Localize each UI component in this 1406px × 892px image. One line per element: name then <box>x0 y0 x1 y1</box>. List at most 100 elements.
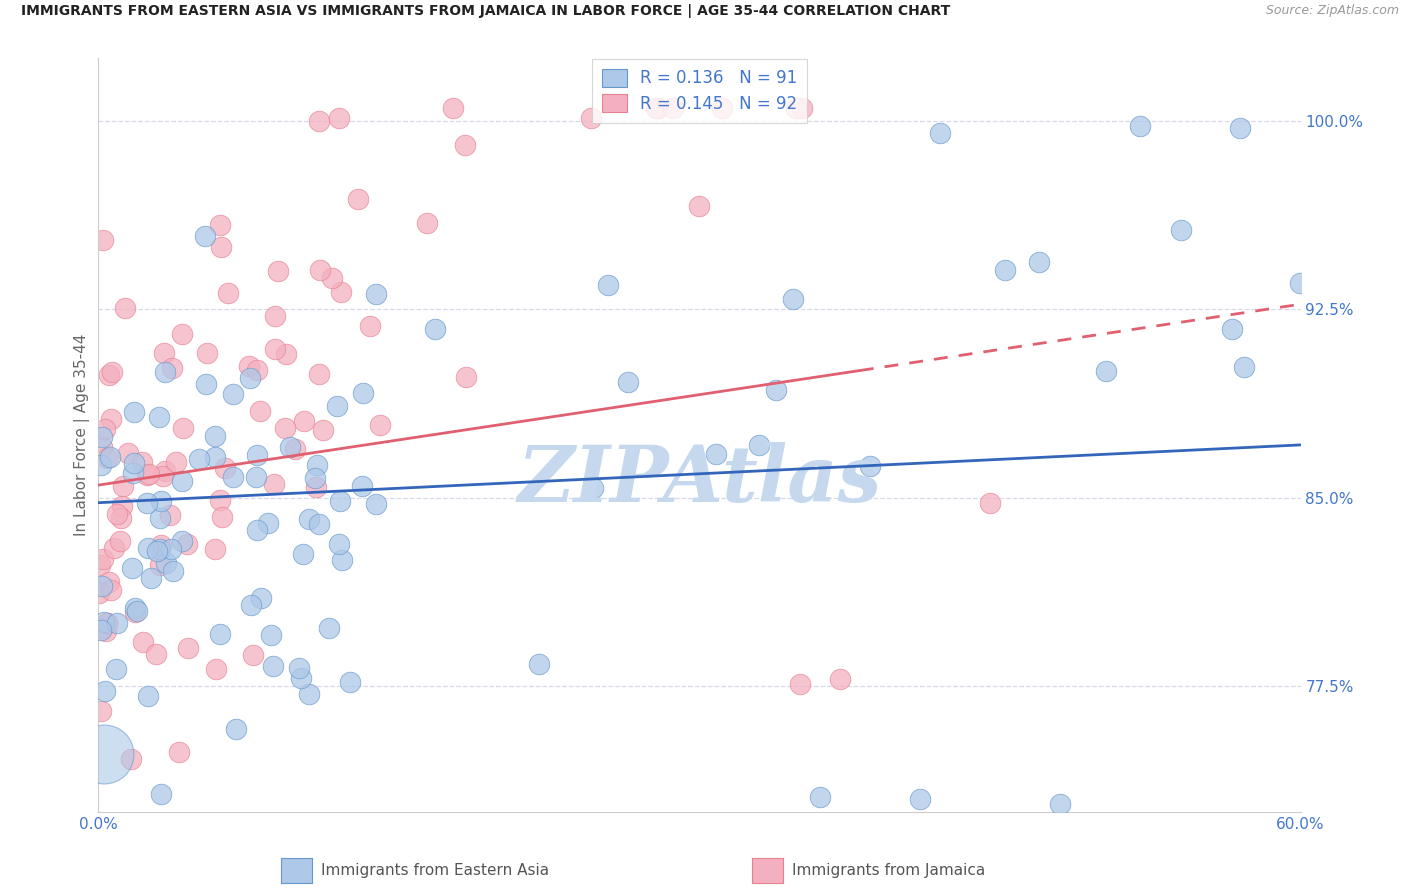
Point <box>153 464 176 478</box>
Point <box>91 552 114 566</box>
Point <box>139 571 162 585</box>
Point <box>250 591 273 605</box>
Point <box>704 447 727 461</box>
Point <box>347 192 370 206</box>
Point <box>91 440 114 454</box>
Point <box>87 586 110 600</box>
Point <box>748 438 770 452</box>
Point <box>260 628 283 642</box>
Point <box>195 376 218 391</box>
Point <box>456 370 478 384</box>
Point <box>266 263 288 277</box>
Point <box>366 497 388 511</box>
Point <box>291 547 314 561</box>
Point <box>152 346 174 360</box>
Point <box>1222 322 1244 336</box>
Point <box>145 647 167 661</box>
Point <box>149 787 172 801</box>
Point <box>155 557 177 571</box>
Point <box>100 582 122 597</box>
Point <box>121 561 143 575</box>
Point <box>138 467 160 481</box>
Point <box>263 310 285 324</box>
Point <box>108 534 131 549</box>
Point <box>160 542 183 557</box>
Point <box>416 216 439 230</box>
Point <box>105 507 128 521</box>
Point <box>425 321 447 335</box>
Point <box>308 263 330 277</box>
Text: ZIPAtlas: ZIPAtlas <box>517 442 882 518</box>
Point <box>98 575 121 590</box>
Point <box>96 450 118 465</box>
Point <box>208 218 231 232</box>
Point <box>162 564 184 578</box>
Point <box>111 479 134 493</box>
Point <box>808 789 831 804</box>
Point <box>110 511 132 525</box>
Point <box>263 477 285 491</box>
Point <box>94 684 117 698</box>
Point <box>689 199 711 213</box>
Point <box>114 301 136 315</box>
Point <box>298 687 321 701</box>
Point <box>262 658 284 673</box>
Point <box>308 517 330 532</box>
Point <box>284 442 307 457</box>
Point <box>209 239 232 253</box>
Point <box>273 421 295 435</box>
Point <box>318 621 340 635</box>
Point <box>249 404 271 418</box>
Point <box>105 662 128 676</box>
Point <box>257 516 280 530</box>
Point <box>124 600 146 615</box>
Point <box>160 361 183 376</box>
Point <box>131 455 153 469</box>
Point <box>103 541 125 555</box>
Point <box>150 538 173 552</box>
Point <box>1288 276 1310 290</box>
Point <box>1028 254 1050 268</box>
Point <box>711 101 734 115</box>
Point <box>217 286 239 301</box>
Point <box>644 101 666 115</box>
Point <box>245 469 267 483</box>
Point <box>148 542 170 557</box>
Text: IMMIGRANTS FROM EASTERN ASIA VS IMMIGRANTS FROM JAMAICA IN LABOR FORCE | AGE 35-: IMMIGRANTS FROM EASTERN ASIA VS IMMIGRAN… <box>21 4 950 19</box>
Point <box>579 111 602 125</box>
Point <box>136 689 159 703</box>
Legend: R = 0.136   N = 91, R = 0.145   N = 92: R = 0.136 N = 91, R = 0.145 N = 92 <box>592 59 807 123</box>
Point <box>89 558 111 572</box>
Point <box>339 675 361 690</box>
Point <box>122 457 145 471</box>
Point <box>100 412 122 426</box>
Point <box>96 615 118 630</box>
Point <box>120 752 142 766</box>
Point <box>122 405 145 419</box>
Point <box>105 616 128 631</box>
Point <box>366 287 388 301</box>
Point <box>1129 119 1152 133</box>
Point <box>263 342 285 356</box>
Point <box>221 470 243 484</box>
Point <box>245 363 267 377</box>
Point <box>149 511 172 525</box>
Point <box>170 474 193 488</box>
Point <box>96 615 118 630</box>
Point <box>94 422 117 436</box>
Point <box>298 512 321 526</box>
Point <box>307 458 329 473</box>
Point <box>454 137 477 152</box>
Point <box>136 541 159 555</box>
Point <box>782 292 804 306</box>
Point <box>111 500 134 514</box>
Point <box>790 101 813 115</box>
Point <box>527 657 550 672</box>
Point <box>221 387 243 401</box>
Point <box>98 450 121 465</box>
Point <box>90 430 112 444</box>
Point <box>136 468 159 483</box>
Point <box>616 376 638 390</box>
Point <box>135 496 157 510</box>
Point <box>1094 364 1116 378</box>
